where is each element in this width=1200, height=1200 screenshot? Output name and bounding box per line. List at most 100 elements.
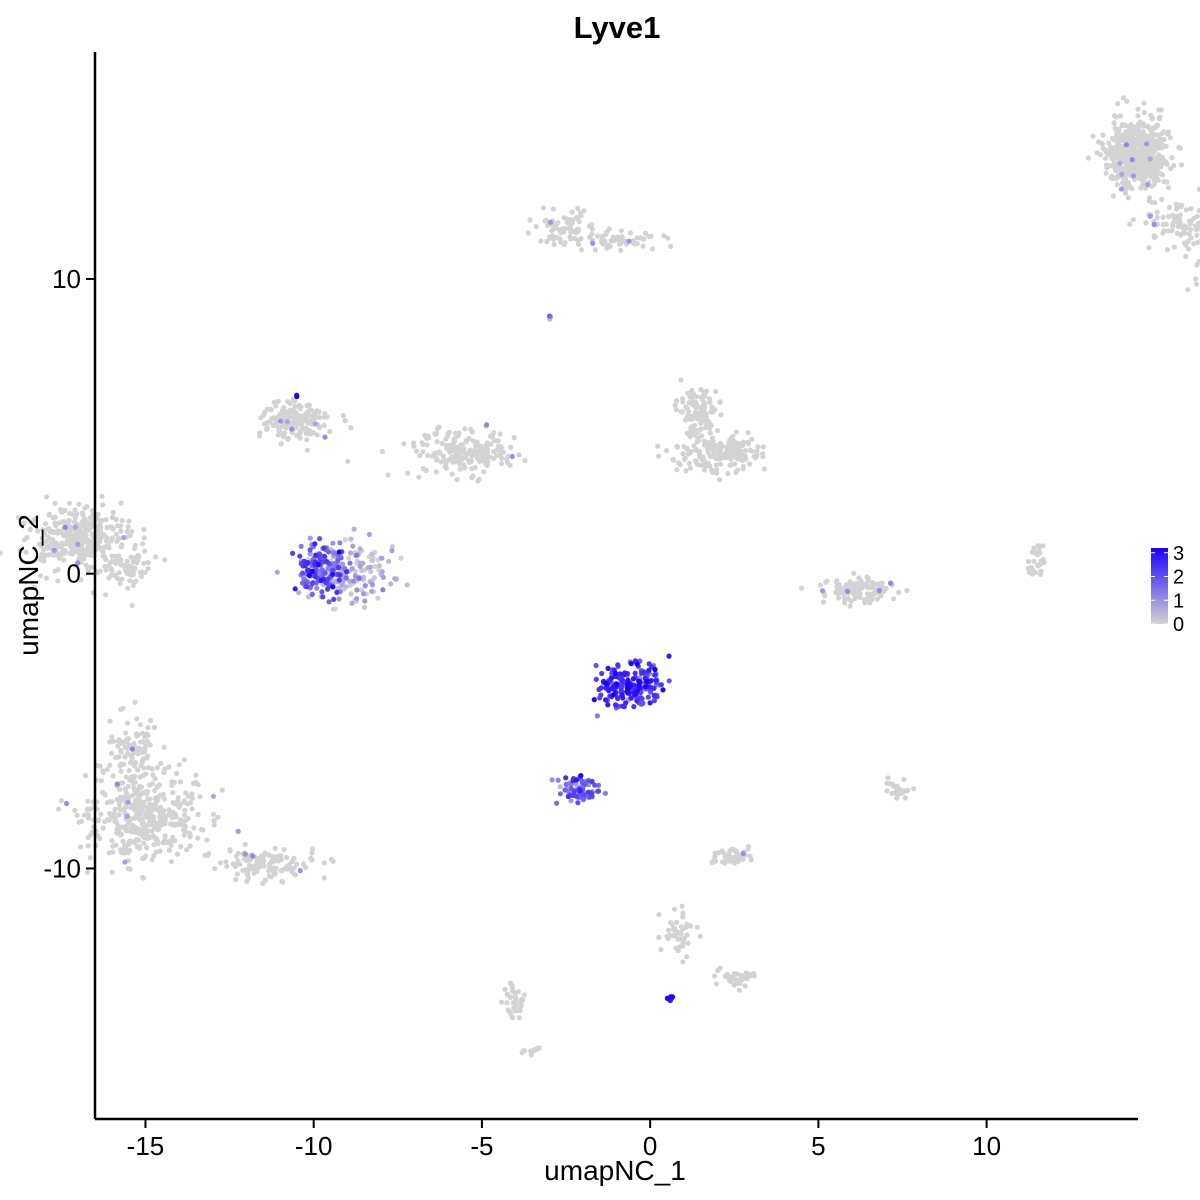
data-point (1136, 170, 1142, 176)
data-point (297, 868, 303, 874)
data-point (219, 787, 225, 793)
data-point (157, 804, 163, 810)
data-point (113, 557, 119, 564)
data-point (1128, 140, 1135, 146)
data-point (125, 585, 131, 591)
data-point (851, 570, 857, 576)
data-point (885, 775, 891, 781)
data-point (571, 789, 577, 795)
data-point (224, 863, 230, 869)
data-point (217, 860, 223, 866)
data-point (864, 591, 871, 597)
data-point (128, 554, 134, 560)
data-point (306, 402, 312, 408)
data-point (876, 588, 882, 594)
data-point (372, 563, 378, 570)
data-point (680, 396, 686, 402)
data-point (404, 582, 410, 588)
data-point (120, 780, 126, 786)
data-point (133, 578, 139, 584)
data-point (688, 425, 694, 431)
data-point (485, 459, 491, 465)
data-point (107, 810, 113, 817)
data-point (717, 447, 723, 453)
data-point (98, 525, 104, 531)
data-point (272, 845, 278, 852)
data-point (237, 861, 243, 867)
data-point (181, 827, 187, 833)
data-point (109, 567, 115, 574)
data-point (497, 453, 504, 459)
data-point (443, 460, 449, 466)
data-point (712, 973, 718, 979)
data-point (134, 716, 140, 722)
data-point (668, 994, 674, 1000)
data-point (1116, 166, 1122, 172)
data-point (185, 816, 191, 822)
data-point (666, 678, 672, 684)
data-point (707, 425, 713, 431)
data-point (1127, 221, 1133, 227)
data-point (847, 579, 853, 585)
data-point (1151, 233, 1157, 239)
data-point (310, 580, 316, 586)
data-point (1183, 253, 1189, 259)
data-point (647, 700, 653, 706)
data-point (459, 441, 466, 448)
data-point (420, 441, 426, 447)
data-point (116, 812, 122, 818)
data-point (405, 470, 411, 476)
data-point (319, 589, 325, 595)
data-point (680, 940, 686, 946)
data-point (717, 477, 723, 483)
data-point (726, 851, 732, 858)
data-point (361, 591, 367, 597)
data-point (518, 1003, 524, 1009)
data-point (61, 520, 67, 527)
data-point (1120, 132, 1126, 138)
data-point (125, 720, 131, 726)
data-point (161, 796, 167, 802)
data-point (182, 807, 188, 813)
data-point (1176, 217, 1183, 223)
data-point (354, 587, 360, 593)
data-point (575, 205, 581, 211)
data-point (84, 504, 90, 510)
data-point (686, 460, 692, 466)
data-point (1115, 101, 1121, 107)
data-point (299, 421, 305, 428)
data-point (309, 568, 315, 575)
data-point (702, 412, 708, 418)
data-point (469, 475, 475, 481)
data-point (152, 803, 158, 809)
data-point (660, 687, 666, 693)
data-point (432, 431, 438, 437)
data-point (473, 450, 479, 456)
data-point (487, 454, 494, 460)
data-point (51, 547, 57, 553)
data-point (819, 588, 826, 594)
data-point (71, 538, 77, 544)
data-point (857, 591, 863, 597)
data-point (100, 547, 106, 553)
data-point (266, 864, 273, 870)
data-point (1110, 193, 1116, 199)
data-point (616, 241, 623, 247)
data-point (58, 528, 64, 535)
data-point (680, 910, 686, 916)
data-point (734, 852, 741, 858)
data-point (321, 553, 327, 559)
data-point (43, 575, 50, 581)
data-point (353, 552, 359, 559)
data-point (568, 225, 574, 231)
data-point (349, 566, 355, 572)
data-point (64, 800, 70, 807)
data-point (116, 828, 122, 835)
data-point (100, 768, 106, 774)
data-point (901, 776, 907, 783)
data-point (354, 596, 360, 602)
data-point (245, 875, 251, 881)
data-point (516, 452, 522, 458)
data-point (1137, 128, 1143, 135)
